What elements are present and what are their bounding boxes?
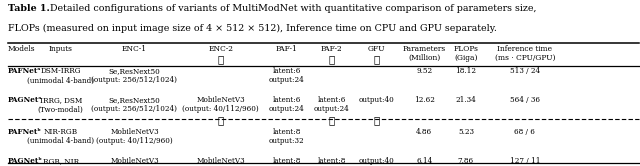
Text: 7.86: 7.86 bbox=[458, 157, 474, 165]
Text: 12.62: 12.62 bbox=[414, 96, 435, 104]
Text: ✗: ✗ bbox=[328, 56, 335, 65]
Text: output:40: output:40 bbox=[358, 96, 394, 104]
Text: Table 1.: Table 1. bbox=[8, 4, 49, 13]
Text: Se,ResNext50
(output: 256/512/1024): Se,ResNext50 (output: 256/512/1024) bbox=[92, 67, 177, 84]
Text: ENC-1: ENC-1 bbox=[122, 45, 147, 53]
Text: ✗: ✗ bbox=[328, 116, 335, 125]
Text: FLOPs (measured on input image size of 4 × 512 × 512), Inference time on CPU and: FLOPs (measured on input image size of 4… bbox=[8, 24, 497, 33]
Text: MobileNetV3
(output: 40/112/960): MobileNetV3 (output: 40/112/960) bbox=[96, 128, 173, 145]
Text: ✗: ✗ bbox=[373, 116, 380, 125]
Text: latent:6
output:24: latent:6 output:24 bbox=[269, 96, 305, 114]
Text: GFU: GFU bbox=[367, 45, 385, 53]
Text: PAF-1: PAF-1 bbox=[276, 45, 298, 53]
Text: PAF-2: PAF-2 bbox=[321, 45, 342, 53]
Text: 18.12: 18.12 bbox=[456, 67, 476, 75]
Text: output:40: output:40 bbox=[358, 157, 394, 165]
Text: DSM-IRRG
(unimodal 4-band): DSM-IRRG (unimodal 4-band) bbox=[28, 67, 94, 84]
Text: ✗: ✗ bbox=[373, 56, 380, 65]
Text: 4.86: 4.86 bbox=[416, 128, 433, 136]
Text: 21.34: 21.34 bbox=[456, 96, 476, 104]
Text: PAFNetᵃ: PAFNetᵃ bbox=[8, 67, 41, 75]
Text: MobileNetV3
(output: 40/112/960): MobileNetV3 (output: 40/112/960) bbox=[96, 157, 173, 166]
Text: ✗: ✗ bbox=[218, 116, 224, 125]
Text: PAGNetᵇ: PAGNetᵇ bbox=[8, 157, 42, 165]
Text: latent:8
output:32: latent:8 output:32 bbox=[269, 128, 305, 145]
Text: 6.14: 6.14 bbox=[416, 157, 433, 165]
Text: 127 / 11: 127 / 11 bbox=[509, 157, 540, 165]
Text: 5.23: 5.23 bbox=[458, 128, 474, 136]
Text: RGB, NIR
(Two-modal): RGB, NIR (Two-modal) bbox=[38, 157, 84, 166]
Text: latent:8
output:32: latent:8 output:32 bbox=[314, 157, 349, 166]
Text: Parameters
(Million): Parameters (Million) bbox=[403, 45, 446, 62]
Text: Inputs: Inputs bbox=[49, 45, 73, 53]
Text: 564 / 36: 564 / 36 bbox=[510, 96, 540, 104]
Text: 513 / 24: 513 / 24 bbox=[509, 67, 540, 75]
Text: latent:6
output:24: latent:6 output:24 bbox=[269, 67, 305, 84]
Text: Models: Models bbox=[8, 45, 35, 53]
Text: latent:6
output:24: latent:6 output:24 bbox=[314, 96, 349, 114]
Text: latent:8
output:32: latent:8 output:32 bbox=[269, 157, 305, 166]
Text: Se,ResNext50
(output: 256/512/1024): Se,ResNext50 (output: 256/512/1024) bbox=[92, 96, 177, 114]
Text: FLOPs
(Giga): FLOPs (Giga) bbox=[453, 45, 479, 62]
Text: PAGNetᵃ: PAGNetᵃ bbox=[8, 96, 42, 104]
Text: 68 / 6: 68 / 6 bbox=[515, 128, 535, 136]
Text: ✗: ✗ bbox=[218, 56, 224, 65]
Text: MobileNetV3
(output: 40/112/960): MobileNetV3 (output: 40/112/960) bbox=[182, 157, 259, 166]
Text: Detailed configurations of variants of MultiModNet with quantitative comparison : Detailed configurations of variants of M… bbox=[44, 4, 536, 13]
Text: 9.52: 9.52 bbox=[416, 67, 433, 75]
Text: IRRG, DSM
(Two-modal): IRRG, DSM (Two-modal) bbox=[38, 96, 84, 114]
Text: ENC-2: ENC-2 bbox=[208, 45, 234, 53]
Text: Inference time
(ms · CPU/GPU): Inference time (ms · CPU/GPU) bbox=[495, 45, 555, 62]
Text: NIR-RGB
(unimodal 4-band): NIR-RGB (unimodal 4-band) bbox=[28, 128, 94, 145]
Text: MobileNetV3
(output: 40/112/960): MobileNetV3 (output: 40/112/960) bbox=[182, 96, 259, 114]
Text: PAFNetᵇ: PAFNetᵇ bbox=[8, 128, 42, 136]
